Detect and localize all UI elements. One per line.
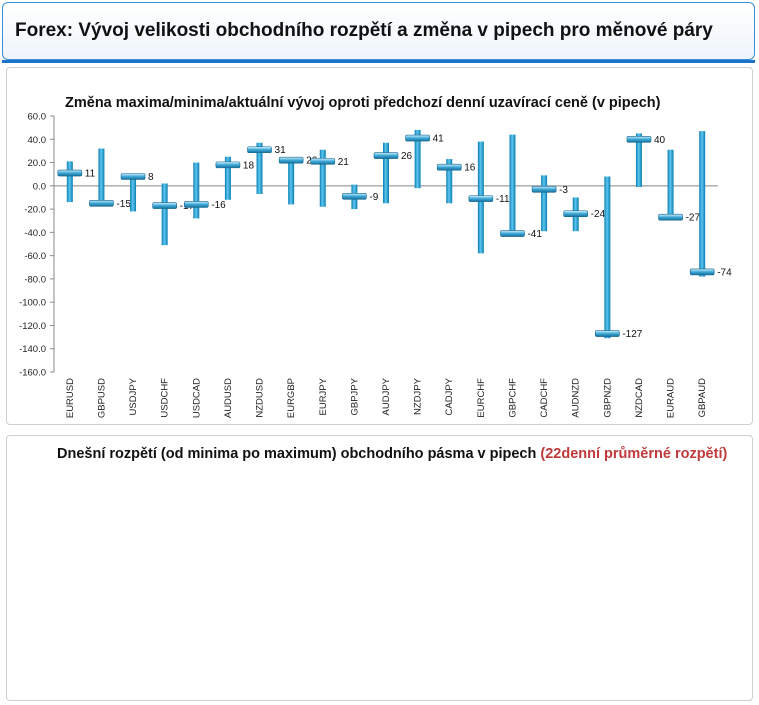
range-chart-title: Dnešní rozpětí (od minima po maximum) ob…	[57, 446, 537, 462]
range-chart-panel: Dnešní rozpětí (od minima po maximum) ob…	[6, 435, 753, 701]
range-chart-subtitle: (22denní průměrné rozpětí)	[540, 446, 728, 462]
page-header: Forex: Vývoj velikosti obchodního rozpět…	[2, 2, 755, 60]
header-rule	[2, 60, 755, 63]
change-chart-panel: Změna maxima/minima/aktuální vývoj oprot…	[6, 67, 753, 425]
page-title: Forex: Vývoj velikosti obchodního rozpět…	[15, 20, 713, 41]
change-chart-title: Změna maxima/minima/aktuální vývoj oprot…	[65, 95, 661, 111]
range-chart-title-wrap: Dnešní rozpětí (od minima po maximum) ob…	[57, 446, 727, 462]
